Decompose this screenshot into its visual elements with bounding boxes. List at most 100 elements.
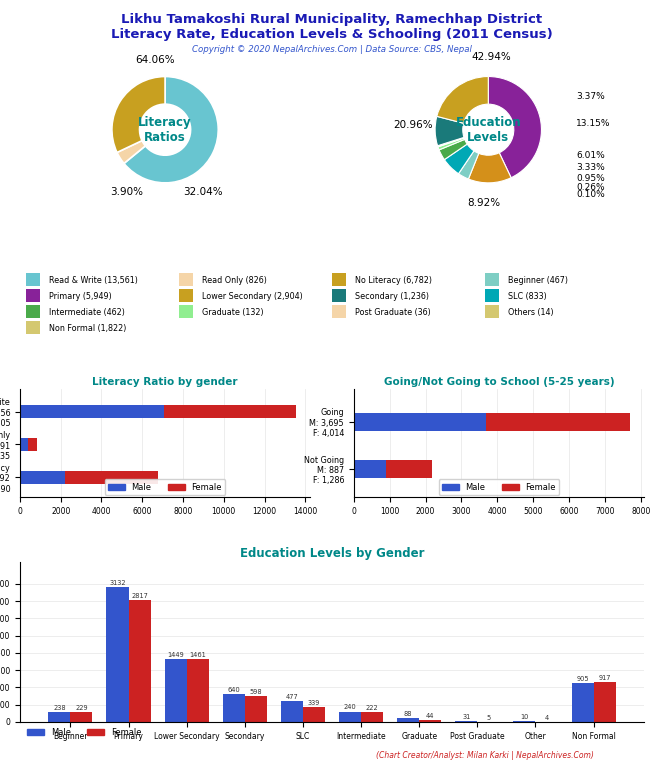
Bar: [485, 305, 499, 319]
Text: Secondary (1,236): Secondary (1,236): [355, 292, 429, 301]
Bar: [332, 273, 346, 286]
Bar: [179, 289, 193, 303]
Text: 1461: 1461: [189, 652, 206, 658]
Text: 3132: 3132: [109, 580, 125, 586]
Legend: Male, Female: Male, Female: [439, 479, 559, 495]
Legend: Male, Female: Male, Female: [105, 479, 225, 495]
Bar: [26, 289, 40, 303]
Bar: [486, 412, 630, 431]
Text: 6.01%: 6.01%: [576, 151, 605, 160]
Wedge shape: [117, 141, 145, 164]
Text: 477: 477: [286, 694, 298, 700]
Text: 238: 238: [53, 704, 66, 710]
Text: SLC (833): SLC (833): [508, 292, 546, 301]
Bar: [20, 406, 164, 418]
Text: 0.10%: 0.10%: [576, 190, 605, 199]
Bar: [179, 273, 193, 286]
Wedge shape: [438, 137, 464, 147]
Text: Lower Secondary (2,904): Lower Secondary (2,904): [202, 292, 303, 301]
Text: 31: 31: [462, 713, 470, 720]
Text: Read Only (826): Read Only (826): [202, 276, 267, 285]
Text: Read & Write (13,561): Read & Write (13,561): [49, 276, 138, 285]
Text: Non Formal (1,822): Non Formal (1,822): [49, 324, 127, 333]
Bar: [332, 289, 346, 303]
Bar: [222, 694, 245, 722]
Text: (Chart Creator/Analyst: Milan Karki | NepalArchives.Com): (Chart Creator/Analyst: Milan Karki | Ne…: [376, 751, 594, 760]
Text: 42.94%: 42.94%: [471, 51, 511, 61]
Bar: [164, 406, 296, 418]
Bar: [354, 412, 486, 431]
Text: 3.33%: 3.33%: [576, 164, 605, 173]
Wedge shape: [439, 139, 467, 160]
Bar: [339, 712, 361, 722]
Text: 339: 339: [308, 700, 320, 707]
Bar: [386, 460, 432, 478]
Bar: [48, 712, 70, 722]
Bar: [485, 273, 499, 286]
Bar: [397, 718, 419, 722]
Wedge shape: [438, 138, 465, 150]
Bar: [281, 701, 303, 722]
Bar: [20, 471, 64, 484]
Bar: [303, 707, 325, 722]
Bar: [361, 713, 383, 722]
Wedge shape: [488, 77, 541, 177]
Bar: [26, 305, 40, 319]
Text: 905: 905: [576, 676, 589, 682]
Wedge shape: [435, 116, 464, 146]
Text: Primary (5,949): Primary (5,949): [49, 292, 112, 301]
Text: 0.95%: 0.95%: [576, 174, 605, 183]
Text: 20.96%: 20.96%: [393, 121, 432, 131]
Bar: [419, 720, 442, 722]
Text: 3.37%: 3.37%: [576, 92, 605, 101]
Wedge shape: [124, 77, 218, 183]
Bar: [28, 439, 37, 451]
Text: 44: 44: [426, 713, 434, 719]
Bar: [26, 321, 40, 334]
Bar: [485, 289, 499, 303]
Title: Going/Not Going to School (5-25 years): Going/Not Going to School (5-25 years): [384, 376, 614, 386]
Text: 8.92%: 8.92%: [467, 197, 501, 208]
Bar: [456, 720, 477, 722]
Text: Literacy
Ratios: Literacy Ratios: [138, 116, 192, 144]
Text: 5: 5: [486, 715, 491, 720]
Text: 229: 229: [75, 705, 88, 711]
Bar: [129, 601, 151, 722]
Bar: [572, 683, 594, 722]
Text: 32.04%: 32.04%: [183, 187, 223, 197]
Text: Post Graduate (36): Post Graduate (36): [355, 308, 431, 317]
Wedge shape: [459, 151, 479, 179]
Bar: [64, 471, 158, 484]
Text: 1449: 1449: [167, 652, 184, 658]
Bar: [354, 460, 386, 478]
Text: 917: 917: [598, 675, 611, 681]
Wedge shape: [444, 144, 474, 174]
Text: No Literacy (6,782): No Literacy (6,782): [355, 276, 432, 285]
Text: 88: 88: [404, 711, 412, 717]
Bar: [20, 439, 28, 451]
Text: 640: 640: [227, 687, 240, 694]
Text: 240: 240: [344, 704, 357, 710]
Text: Others (14): Others (14): [508, 308, 554, 317]
Text: Literacy Rate, Education Levels & Schooling (2011 Census): Literacy Rate, Education Levels & School…: [111, 28, 553, 41]
Bar: [106, 587, 129, 722]
Bar: [70, 712, 92, 722]
Text: 64.06%: 64.06%: [135, 55, 175, 65]
Wedge shape: [438, 137, 464, 146]
Title: Education Levels by Gender: Education Levels by Gender: [240, 547, 424, 560]
Wedge shape: [437, 77, 488, 124]
Bar: [26, 273, 40, 286]
Text: 0.26%: 0.26%: [576, 183, 605, 192]
Text: Copyright © 2020 NepalArchives.Com | Data Source: CBS, Nepal: Copyright © 2020 NepalArchives.Com | Dat…: [192, 45, 472, 54]
Bar: [187, 659, 208, 722]
Text: Likhu Tamakoshi Rural Municipality, Ramechhap District: Likhu Tamakoshi Rural Municipality, Rame…: [122, 13, 542, 26]
Text: Intermediate (462): Intermediate (462): [49, 308, 125, 317]
Text: 4: 4: [544, 715, 548, 720]
Text: 598: 598: [250, 689, 262, 695]
Wedge shape: [468, 153, 511, 183]
Text: 3.90%: 3.90%: [110, 187, 143, 197]
Text: Education
Levels: Education Levels: [456, 116, 521, 144]
Wedge shape: [112, 77, 165, 153]
Bar: [179, 305, 193, 319]
Bar: [594, 683, 616, 722]
